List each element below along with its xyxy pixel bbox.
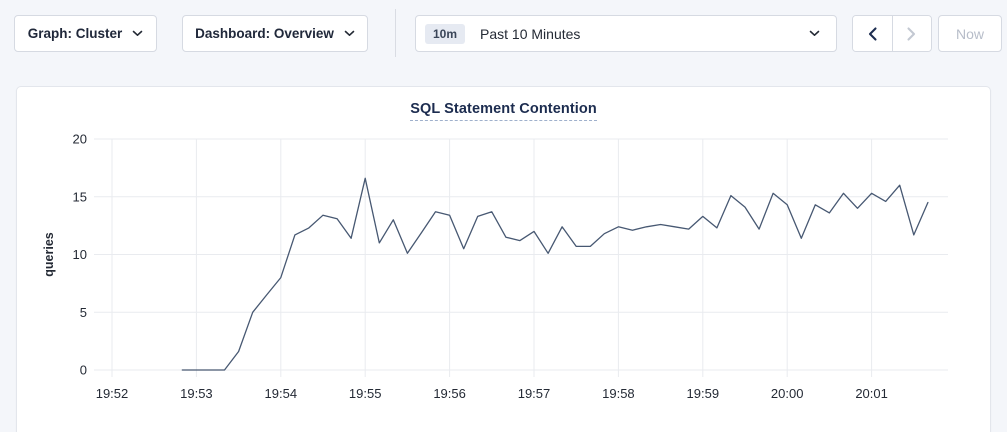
chart-card: SQL Statement Contention 0 5 10 15 20 19:52 19… (16, 86, 991, 432)
dashboard-dropdown-label: Dashboard: Overview (195, 26, 334, 41)
svg-text:20: 20 (73, 132, 87, 147)
chart-title[interactable]: SQL Statement Contention (410, 101, 597, 121)
time-range-badge: 10m (425, 23, 466, 44)
svg-text:19:56: 19:56 (433, 386, 466, 401)
time-nav-group (852, 15, 932, 52)
graph-dropdown-button[interactable]: Graph: Cluster (14, 15, 157, 52)
svg-text:10: 10 (73, 247, 87, 262)
toolbar-divider (395, 9, 396, 57)
y-axis-title: queries (42, 232, 56, 277)
svg-text:15: 15 (73, 189, 87, 204)
svg-text:20:01: 20:01 (855, 386, 888, 401)
svg-text:19:57: 19:57 (518, 386, 551, 401)
chevron-down-icon (809, 30, 820, 37)
now-button[interactable]: Now (938, 15, 1002, 52)
svg-text:19:59: 19:59 (687, 386, 720, 401)
series-line-queries (181, 177, 929, 371)
svg-text:19:52: 19:52 (96, 386, 129, 401)
time-range-label: Past 10 Minutes (480, 25, 581, 42)
graph-dropdown-label: Graph: Cluster (27, 26, 123, 41)
toolbar: Graph: Cluster Dashboard: Overview 10m P… (0, 0, 1007, 70)
svg-text:20:00: 20:00 (771, 386, 804, 401)
time-range-picker[interactable]: 10m Past 10 Minutes (415, 15, 837, 52)
chevron-down-icon (132, 30, 143, 37)
chart-title-row: SQL Statement Contention (17, 100, 990, 121)
y-axis-labels: 0 5 10 15 20 (73, 132, 87, 378)
chevron-left-icon (868, 26, 877, 41)
dashboard-dropdown-button[interactable]: Dashboard: Overview (182, 15, 368, 52)
chevron-down-icon (344, 30, 355, 37)
svg-text:0: 0 (80, 363, 87, 378)
chevron-right-icon (907, 26, 916, 41)
svg-text:19:53: 19:53 (180, 386, 213, 401)
svg-text:5: 5 (80, 305, 87, 320)
svg-text:19:54: 19:54 (265, 386, 298, 401)
prev-time-button[interactable] (853, 16, 892, 51)
svg-text:19:55: 19:55 (349, 386, 382, 401)
x-axis-labels: 19:52 19:53 19:54 19:55 19:56 19:57 19:58 19:59… (96, 386, 888, 401)
svg-text:19:58: 19:58 (602, 386, 635, 401)
gridlines (94, 138, 948, 377)
next-time-button[interactable] (891, 16, 931, 51)
